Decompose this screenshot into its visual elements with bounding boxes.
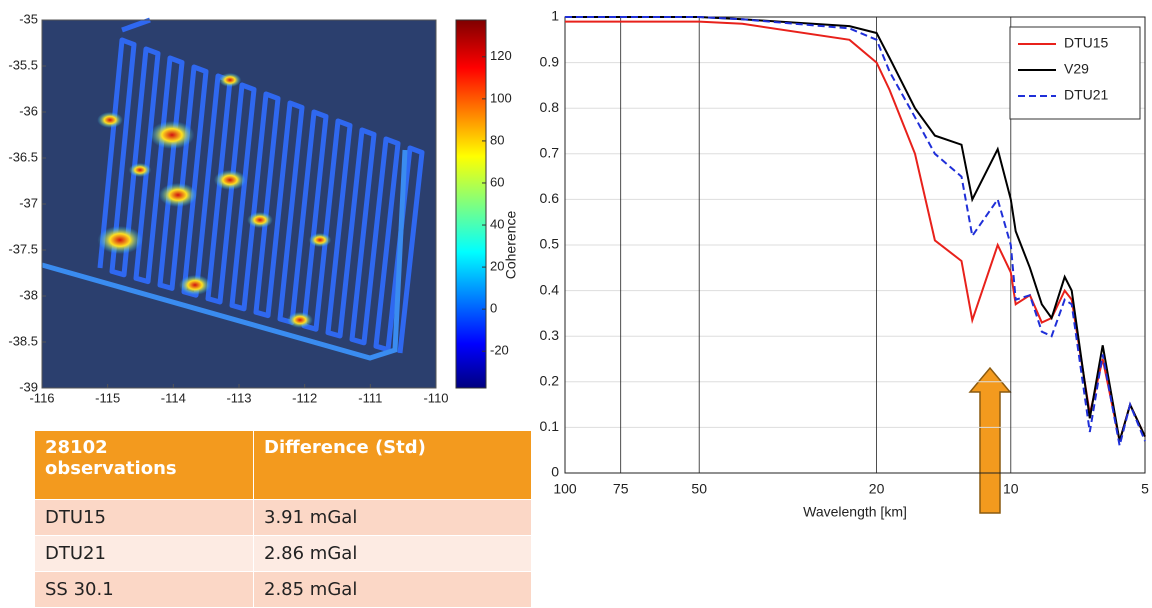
y-tick-label: 1 [551,8,559,24]
y-tick-label: -38.5 [8,333,38,348]
x-axis-label: Wavelength [km] [803,504,907,520]
y-tick-label: 0.2 [540,373,560,389]
x-tick-label: -115 [95,390,120,405]
y-tick-label: -37 [19,195,38,210]
y-tick-label: -38 [19,287,38,302]
x-tick-label: 100 [553,481,577,497]
hotspot [219,73,241,87]
hotspot [97,112,123,128]
hotspot [287,312,313,328]
y-tick-label: 0.6 [540,190,560,206]
hotspot [129,163,151,177]
x-tick-label: -112 [292,390,317,405]
y-tick-label: -35 [19,11,38,26]
colorbar-tick-label: 60 [490,174,504,189]
x-tick-label: -110 [423,390,448,405]
legend-label: V29 [1064,61,1089,77]
cell: SS 30.1 [35,572,254,608]
y-tick-label: 0.7 [540,145,560,161]
y-tick-label: 0 [551,464,559,480]
colorbar [456,20,486,388]
colorbar-tick-label: 100 [490,90,512,105]
hotspot [150,121,195,149]
y-tick-label: -37.5 [8,241,38,256]
legend-label: DTU15 [1064,35,1109,51]
header-cell: 28102 observations [35,431,254,500]
cell: 3.91 mGal [254,500,532,536]
x-tick-label: 50 [691,481,707,497]
hotspot [214,170,246,190]
colorbar-tick-label: 80 [490,132,504,147]
hotspot [179,275,211,295]
y-tick-label: -36 [19,103,38,118]
hotspot [159,183,197,207]
x-tick-label: 5 [1141,481,1149,497]
colorbar-tick-label: -20 [490,343,509,358]
y-tick-label: 0.1 [540,418,560,434]
y-tick-label: 0.9 [540,53,560,69]
y-axis-label: Coherence [503,211,519,280]
page: -116-115-114-113-112-111-110-35-35.5-36-… [0,0,1152,607]
y-tick-label: -39 [19,379,38,394]
cell: DTU21 [35,536,254,572]
x-tick-label: -111 [358,390,382,405]
hotspot [98,226,143,254]
colorbar-tick-label: 0 [490,301,497,316]
colorbar-tick-label: 120 [490,48,512,63]
x-tick-label: -114 [161,390,186,405]
y-tick-label: 0.4 [540,281,560,297]
x-tick-label: -113 [226,390,251,405]
y-tick-label: -35.5 [8,57,38,72]
y-tick-label: 0.3 [540,327,560,343]
header-cell: Difference (Std) [254,431,532,500]
legend-label: DTU21 [1064,87,1109,103]
cell: DTU15 [35,500,254,536]
y-tick-label: -36.5 [8,149,38,164]
cell: 2.86 mGal [254,536,532,572]
x-tick-label: 20 [869,481,885,497]
y-tick-label: 0.5 [540,236,560,252]
hotspot [247,212,273,228]
x-tick-label: 10 [1003,481,1019,497]
x-tick-label: 75 [613,481,629,497]
hotspot [309,233,331,247]
cell: 2.85 mGal [254,572,532,608]
y-tick-label: 0.8 [540,99,560,115]
